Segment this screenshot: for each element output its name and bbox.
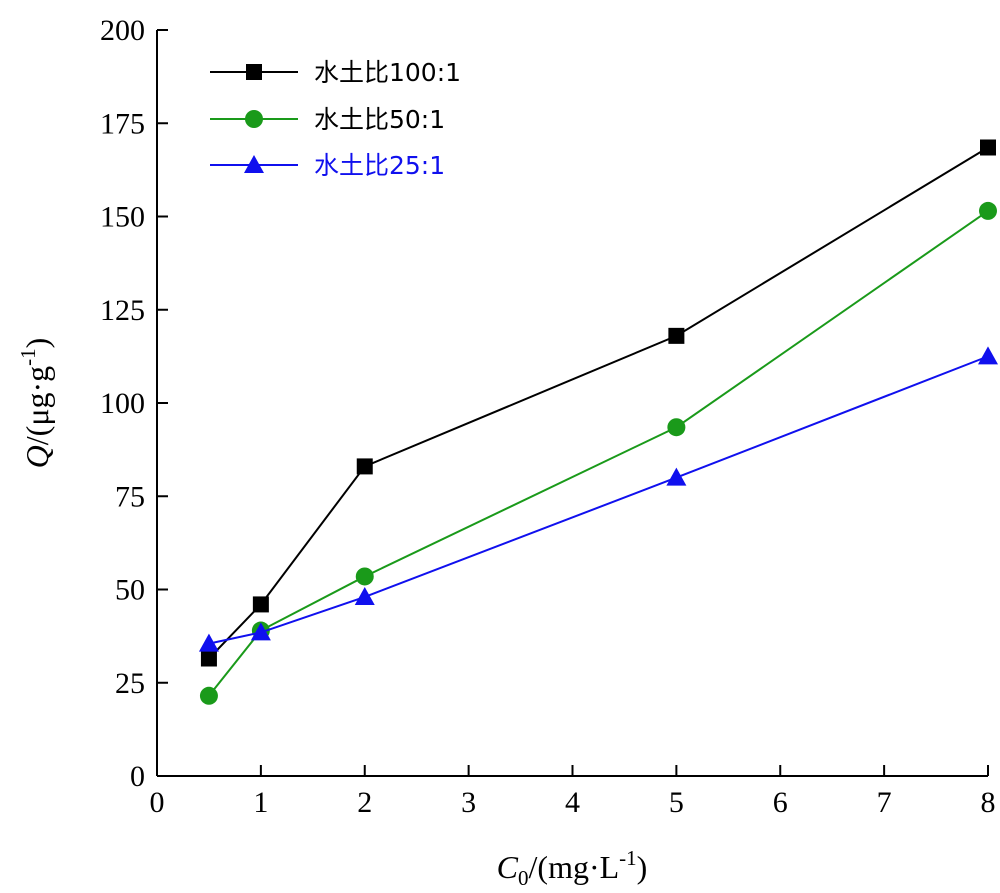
data-point-square bbox=[252, 596, 269, 613]
legend-marker bbox=[246, 64, 262, 80]
legend-item: 水土比100:1 bbox=[210, 58, 461, 87]
legend-marker bbox=[244, 155, 264, 173]
y-axis-title: Q/(μg·g-1) bbox=[16, 338, 55, 469]
legend-item: 水土比25:1 bbox=[210, 151, 445, 180]
legend: 水土比100:1 水土比50:1 水土比25:1 bbox=[210, 58, 461, 180]
data-point-circle bbox=[979, 201, 997, 220]
data-point-triangle bbox=[198, 633, 219, 652]
series-1 bbox=[200, 139, 996, 667]
data-point-triangle bbox=[666, 467, 687, 486]
x-tick-label: 6 bbox=[773, 786, 788, 819]
data-point-circle bbox=[667, 418, 686, 437]
data-point-circle bbox=[199, 686, 218, 705]
y-tick-label: 25 bbox=[115, 667, 145, 700]
y-tick-label: 75 bbox=[115, 480, 145, 513]
x-tick-label: 7 bbox=[877, 786, 892, 819]
data-point-square bbox=[980, 139, 996, 156]
x-ticks: 0 1 2 3 4 5 6 7 8 bbox=[150, 765, 996, 819]
y-tick-label: 150 bbox=[100, 201, 145, 234]
x-tick-label: 8 bbox=[981, 786, 996, 819]
x-tick-label: 2 bbox=[357, 786, 372, 819]
x-tick-label: 5 bbox=[669, 786, 684, 819]
data-point-square bbox=[200, 650, 217, 667]
series-line bbox=[208, 355, 989, 645]
data-point-triangle bbox=[250, 622, 271, 641]
legend-marker bbox=[245, 110, 263, 128]
series-line bbox=[208, 146, 989, 660]
legend-item: 水土比50:1 bbox=[210, 105, 445, 134]
data-point-triangle bbox=[354, 586, 375, 605]
legend-label: 水土比25:1 bbox=[314, 151, 445, 180]
x-axis-title: C0/(mg·L-1) bbox=[497, 846, 648, 890]
data-point-square bbox=[356, 458, 373, 475]
y-tick-label: 50 bbox=[115, 574, 145, 607]
x-tick-label: 0 bbox=[150, 786, 165, 819]
y-ticks: 0 25 50 75 100 125 150 175 200 bbox=[100, 14, 168, 793]
series-line bbox=[208, 210, 989, 697]
series-2 bbox=[199, 201, 997, 705]
data-point-circle bbox=[355, 567, 374, 586]
y-tick-label: 200 bbox=[100, 14, 145, 47]
data-point-square bbox=[668, 327, 685, 344]
y-tick-label: 125 bbox=[100, 294, 145, 327]
x-tick-label: 4 bbox=[565, 786, 580, 819]
y-tick-label: 0 bbox=[130, 760, 145, 793]
series-layer bbox=[198, 139, 998, 705]
y-tick-label: 100 bbox=[100, 387, 145, 420]
axes bbox=[156, 30, 988, 777]
legend-label: 水土比50:1 bbox=[314, 105, 445, 134]
data-point-triangle bbox=[978, 346, 998, 365]
y-tick-label: 175 bbox=[100, 107, 145, 140]
x-tick-label: 1 bbox=[253, 786, 268, 819]
series-3 bbox=[198, 346, 998, 652]
x-tick-label: 3 bbox=[461, 786, 476, 819]
legend-label: 水土比100:1 bbox=[314, 58, 461, 87]
